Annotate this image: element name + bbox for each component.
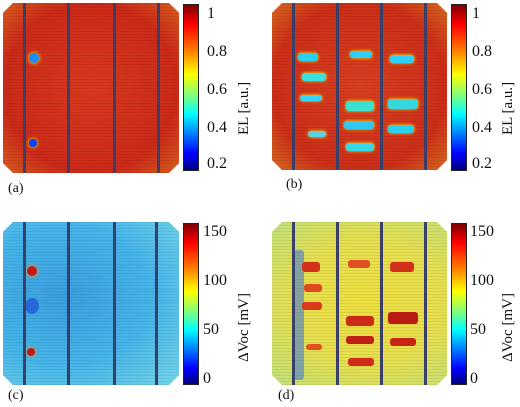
finger-lines <box>3 3 179 173</box>
tick-label: 0.6 <box>207 81 227 98</box>
busbar <box>113 222 116 385</box>
crack-region <box>350 51 372 58</box>
crack-region <box>302 262 320 272</box>
busbar <box>23 222 26 385</box>
tick-label: 150 <box>470 223 494 240</box>
tick-label: 100 <box>203 272 227 289</box>
dark-spot <box>29 139 37 147</box>
colorbar-b <box>451 4 467 171</box>
busbar <box>292 3 295 170</box>
tick-label: 1 <box>472 5 480 22</box>
colorbar-d <box>451 223 467 385</box>
busbar <box>336 222 339 385</box>
tick-label: 50 <box>470 321 486 338</box>
crack-region <box>390 338 416 346</box>
busbar <box>67 222 70 385</box>
crack-region <box>388 125 414 133</box>
busbar <box>155 222 158 385</box>
busbar <box>157 3 160 173</box>
crack-region <box>388 312 418 324</box>
crack-region <box>306 344 322 350</box>
tick-label: 0.8 <box>207 43 227 60</box>
tick-label: 0.4 <box>472 119 492 136</box>
voc-image-c <box>3 222 179 385</box>
crack-region <box>298 53 318 61</box>
crack-region <box>302 73 326 81</box>
tick-label: 0.2 <box>472 155 492 172</box>
el-image-a <box>3 3 179 173</box>
tick-label: 0 <box>470 370 478 387</box>
crack-region <box>390 55 414 63</box>
el-image-b <box>272 3 447 170</box>
crack-region <box>348 260 370 268</box>
busbar <box>424 222 427 385</box>
tick-label: 0.6 <box>472 81 492 98</box>
crack-region <box>346 336 374 344</box>
colorbar-a <box>183 4 199 171</box>
crack-region <box>388 99 418 109</box>
crack-region <box>346 101 374 111</box>
crack-region <box>344 121 374 129</box>
crack-region <box>390 262 414 272</box>
colorbar-title: ΔVoc [mV] <box>236 293 252 362</box>
busbar <box>292 222 295 385</box>
tick-label: 0.8 <box>472 43 492 60</box>
crack-region <box>346 316 374 326</box>
tick-label: 0 <box>203 370 211 387</box>
tick-label: 0.2 <box>207 155 227 172</box>
crack-region <box>348 358 374 366</box>
busbar <box>113 3 116 173</box>
finger-lines <box>272 3 447 170</box>
crack-region <box>308 131 326 137</box>
tick-label: 0.4 <box>207 119 227 136</box>
voc-image-d <box>272 222 447 385</box>
busbar <box>380 3 383 170</box>
tick-label: 100 <box>470 272 494 289</box>
busbar <box>380 222 383 385</box>
colorbar-c <box>183 223 199 385</box>
crack-region <box>300 95 322 101</box>
panel-label: (a) <box>8 181 24 196</box>
crack-region <box>304 284 322 292</box>
panel-label: (b) <box>286 177 303 192</box>
colorbar-title: EL [a.u.] <box>500 81 516 135</box>
colorbar-title: ΔVoc [mV] <box>500 293 516 362</box>
tick-label: 50 <box>203 321 219 338</box>
defect-spot <box>27 348 35 356</box>
panel-label: (c) <box>8 388 24 403</box>
crack-region <box>302 302 322 310</box>
colorbar-title: EL [a.u.] <box>236 81 252 135</box>
low-region <box>25 298 39 314</box>
busbar <box>336 3 339 170</box>
tick-label: 150 <box>203 223 227 240</box>
panel-label: (d) <box>278 388 295 403</box>
tick-label: 1 <box>207 5 215 22</box>
crack-region <box>346 143 374 151</box>
defect-spot <box>27 266 37 276</box>
busbar <box>23 3 26 173</box>
busbar <box>424 3 427 170</box>
crack-region <box>294 250 304 380</box>
busbar <box>67 3 70 173</box>
dark-spot <box>29 53 39 63</box>
